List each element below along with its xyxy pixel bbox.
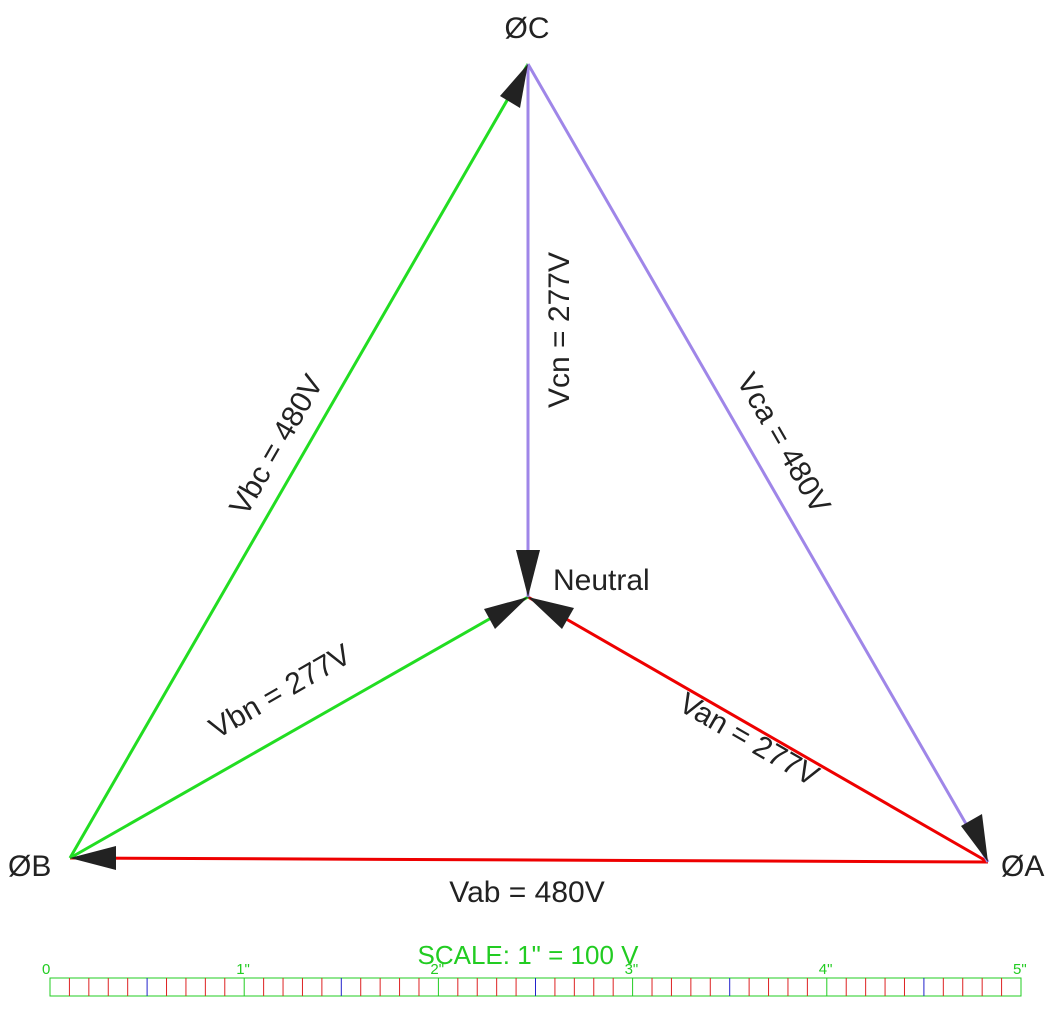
arrowhead-vcn	[516, 550, 540, 597]
arrowhead-vbc	[500, 64, 528, 108]
label-vab: Vab = 480V	[449, 876, 604, 909]
node-phase-b: ØB	[8, 850, 51, 883]
scale-label: 5"	[1013, 961, 1027, 978]
line-vab	[69, 856, 989, 864]
scale-label: 3"	[625, 961, 639, 978]
line-vbc	[68, 63, 530, 859]
arrowhead-vab	[70, 846, 116, 870]
scale-labels: 0 1" 2" 3" 4" 5"	[42, 961, 1027, 978]
node-phase-c: ØC	[505, 12, 550, 45]
scale-label: 4"	[819, 961, 833, 978]
node-neutral: Neutral	[553, 564, 650, 597]
scale-label: 2"	[430, 961, 444, 978]
scale-label: 0	[42, 961, 50, 978]
scale-bar	[49, 977, 1022, 997]
scale-label: 1"	[236, 961, 250, 978]
node-phase-a: ØA	[1001, 850, 1044, 883]
line-van	[527, 595, 989, 864]
line-vca	[526, 63, 990, 863]
arrowhead-van	[528, 597, 574, 629]
scale-title: SCALE: 1" = 100 V	[418, 940, 640, 970]
arrowhead-vca	[961, 814, 988, 862]
label-van: Van = 277V	[673, 687, 824, 793]
line-vbn	[69, 595, 529, 860]
arrowhead-vbn	[484, 597, 528, 629]
label-vbn: Vbn = 277V	[204, 638, 357, 745]
label-vcn: Vcn = 277V	[543, 252, 576, 408]
